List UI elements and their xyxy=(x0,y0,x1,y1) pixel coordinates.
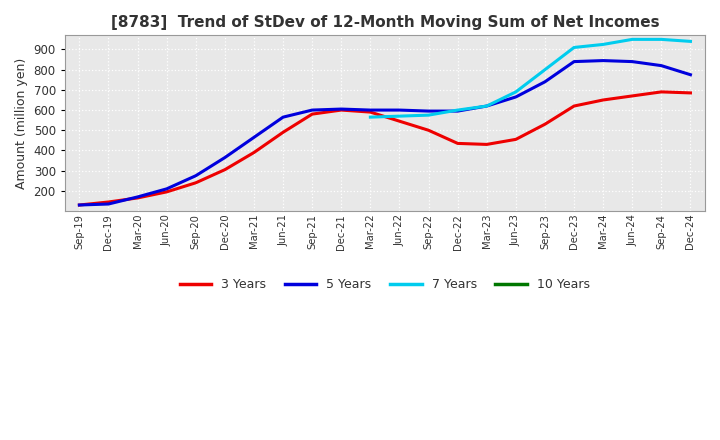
7 Years xyxy=(395,114,404,119)
3 Years xyxy=(366,110,374,115)
3 Years xyxy=(570,103,578,109)
3 Years xyxy=(279,130,287,135)
7 Years xyxy=(482,103,491,109)
3 Years xyxy=(599,97,608,103)
5 Years xyxy=(279,114,287,120)
3 Years xyxy=(395,118,404,124)
7 Years xyxy=(454,107,462,113)
5 Years xyxy=(454,108,462,114)
5 Years xyxy=(599,58,608,63)
3 Years xyxy=(192,180,200,185)
Legend: 3 Years, 5 Years, 7 Years, 10 Years: 3 Years, 5 Years, 7 Years, 10 Years xyxy=(175,273,595,296)
5 Years xyxy=(395,107,404,113)
7 Years xyxy=(686,39,695,44)
5 Years xyxy=(308,107,317,113)
3 Years xyxy=(104,199,113,205)
5 Years xyxy=(628,59,636,64)
5 Years xyxy=(104,202,113,207)
7 Years xyxy=(628,37,636,42)
5 Years xyxy=(220,155,229,160)
5 Years xyxy=(424,108,433,114)
5 Years xyxy=(75,202,84,208)
7 Years xyxy=(424,113,433,118)
Title: [8783]  Trend of StDev of 12-Month Moving Sum of Net Incomes: [8783] Trend of StDev of 12-Month Moving… xyxy=(111,15,660,30)
5 Years xyxy=(133,194,142,200)
5 Years xyxy=(570,59,578,64)
7 Years xyxy=(657,37,666,42)
7 Years xyxy=(541,67,549,72)
3 Years xyxy=(337,107,346,113)
5 Years xyxy=(657,63,666,68)
5 Years xyxy=(250,135,258,140)
3 Years xyxy=(511,137,520,142)
Y-axis label: Amount (million yen): Amount (million yen) xyxy=(15,58,28,189)
3 Years xyxy=(686,90,695,95)
7 Years xyxy=(570,45,578,50)
3 Years xyxy=(75,202,84,208)
5 Years xyxy=(511,94,520,99)
3 Years xyxy=(133,195,142,201)
7 Years xyxy=(511,89,520,95)
7 Years xyxy=(366,114,374,120)
Line: 7 Years: 7 Years xyxy=(370,39,690,117)
3 Years xyxy=(162,189,171,194)
5 Years xyxy=(192,173,200,178)
5 Years xyxy=(482,103,491,109)
5 Years xyxy=(162,186,171,191)
3 Years xyxy=(220,167,229,172)
7 Years xyxy=(599,42,608,47)
3 Years xyxy=(424,128,433,133)
3 Years xyxy=(541,121,549,127)
5 Years xyxy=(541,79,549,84)
3 Years xyxy=(657,89,666,95)
5 Years xyxy=(686,72,695,77)
3 Years xyxy=(454,141,462,146)
Line: 3 Years: 3 Years xyxy=(79,92,690,205)
3 Years xyxy=(250,150,258,155)
5 Years xyxy=(337,106,346,112)
3 Years xyxy=(628,93,636,99)
5 Years xyxy=(366,107,374,113)
Line: 5 Years: 5 Years xyxy=(79,61,690,205)
3 Years xyxy=(308,111,317,117)
3 Years xyxy=(482,142,491,147)
